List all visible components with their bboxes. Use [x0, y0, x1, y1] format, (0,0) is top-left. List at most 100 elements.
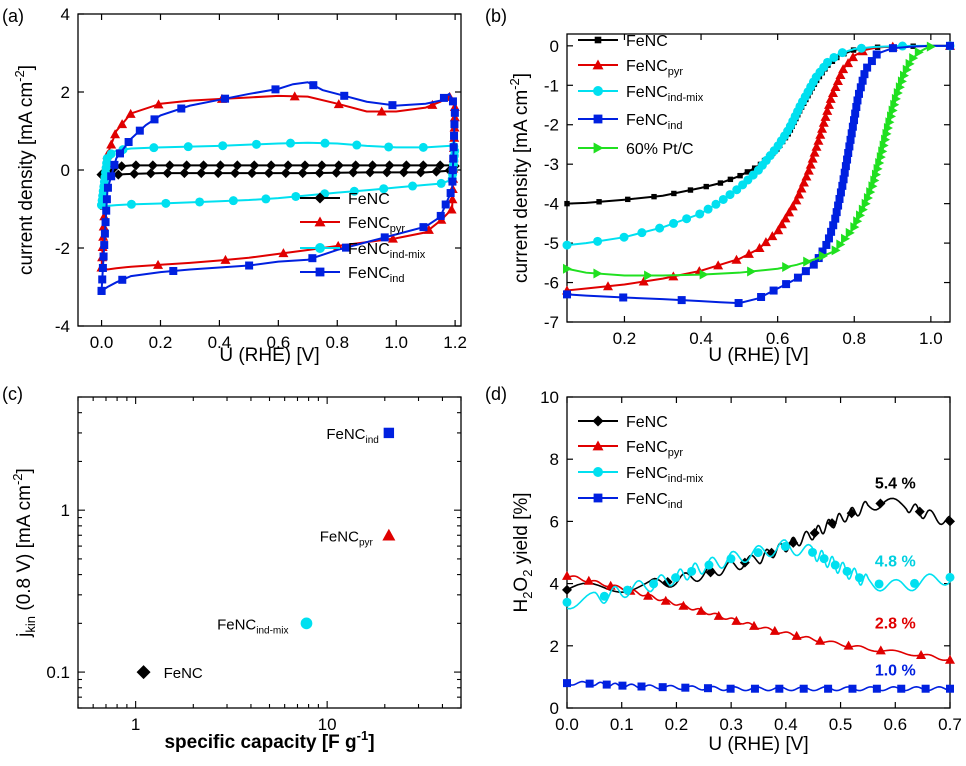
legend-label: FeNC [348, 191, 390, 208]
data-point [846, 135, 855, 144]
data-point [734, 299, 743, 308]
data-point [847, 129, 856, 138]
legend-entry: 60% Pt/C [578, 141, 694, 158]
data-point [102, 206, 111, 215]
x-tick-label: 0.7 [938, 715, 962, 734]
data-point [850, 116, 859, 125]
y-tick-label: 1 [61, 501, 70, 520]
data-point [446, 204, 457, 214]
legend-label-base: FeNC [626, 491, 668, 508]
data-point [297, 168, 308, 179]
data-point [658, 683, 667, 692]
data-point [198, 160, 209, 171]
data-point [348, 167, 359, 178]
data-point [382, 528, 396, 541]
data-point [562, 584, 572, 595]
data-point [705, 567, 716, 578]
data-point [744, 169, 751, 175]
x-tick-label: 0.2 [149, 333, 173, 352]
data-point [562, 570, 572, 580]
data-point [749, 620, 760, 630]
legend-label-sub: ind [390, 273, 405, 285]
data-point [331, 167, 342, 178]
data-point [162, 168, 173, 179]
point-label-base: FeNC [320, 528, 359, 545]
series-line [566, 44, 950, 247]
data-point [183, 142, 193, 152]
data-point [718, 194, 728, 204]
data-point [801, 171, 812, 181]
x-axis-label-main: specific capacity [F g [164, 732, 356, 753]
data-point [832, 76, 843, 86]
data-point [619, 293, 628, 302]
x-axis: 0.2 0.4 0.6 0.8 1.0 [613, 34, 943, 348]
series-fenc [562, 497, 955, 595]
legend-entry: FeNC [300, 191, 390, 208]
data-point [169, 266, 178, 275]
data-point [848, 52, 859, 62]
data-point [660, 595, 671, 605]
panel-a: (a) 0.0 0.2 0.4 0.6 0.8 1.0 1.2 -4 -2 0 2 4 U (RHE) [… [2, 5, 467, 366]
legend-label-sub: ind [668, 120, 683, 132]
y-tick-label: 2 [61, 83, 70, 102]
x-tick-label: 1.2 [443, 333, 467, 352]
data-point [858, 76, 867, 85]
data-point [809, 528, 820, 539]
data-point [872, 684, 881, 693]
x-axis: 1 10 [77, 397, 462, 734]
data-point [441, 200, 450, 209]
y-tick-label: -2 [544, 116, 559, 135]
data-point [449, 143, 458, 152]
data-point [844, 148, 853, 157]
data-point [696, 605, 707, 615]
data-point [383, 427, 395, 439]
data-point [811, 141, 822, 151]
point-label-sub: pyr [359, 537, 374, 548]
x-tick-label: 0.4 [689, 329, 713, 348]
data-point [125, 108, 136, 118]
data-point [285, 138, 295, 148]
data-point [726, 554, 736, 564]
x-axis-label: U (RHE) [V] [708, 345, 808, 366]
data-point [446, 189, 455, 198]
data-point [796, 183, 807, 193]
data-point [376, 106, 387, 116]
data-point [309, 81, 318, 90]
data-point [851, 109, 860, 118]
data-point [945, 572, 955, 582]
x-tick-label: 0.6 [267, 333, 291, 352]
x-axis: 0.0 0.1 0.2 0.3 0.4 0.5 0.6 0.7 [555, 397, 962, 734]
data-point [448, 97, 457, 106]
data-point [776, 219, 787, 229]
legend-label-base: FeNC [626, 439, 668, 456]
data-point [737, 172, 743, 179]
legend-label: FeNCind-mix [626, 84, 704, 104]
data-point [818, 247, 827, 256]
legend-label: FeNCind-mix [626, 465, 704, 485]
data-point [853, 96, 862, 105]
data-point [448, 177, 457, 186]
data-point [822, 240, 831, 249]
x-axis-label-sup: -1 [357, 728, 369, 743]
data-point [841, 233, 851, 244]
legend-label-sub: pyr [390, 223, 406, 235]
data-point [98, 275, 107, 284]
data-point [784, 207, 795, 217]
data-point [316, 160, 327, 171]
data-point [261, 194, 271, 204]
value-annotation: 5.4 % [875, 476, 916, 493]
data-point [110, 160, 119, 169]
data-point [815, 635, 826, 645]
y-axis-label-main: current density [mA cm [16, 82, 37, 275]
data-point [435, 160, 446, 171]
data-point [117, 119, 128, 129]
data-point [926, 41, 936, 52]
data-point [106, 139, 117, 149]
x-axis-label: U (RHE) [V] [708, 734, 808, 755]
legend-label-base: FeNC [626, 84, 668, 101]
data-point [726, 684, 735, 693]
data-point [602, 680, 611, 689]
data-point [349, 186, 359, 196]
